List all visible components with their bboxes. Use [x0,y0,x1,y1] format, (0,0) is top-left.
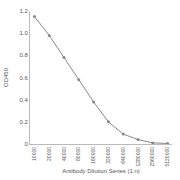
svg-text:0.2: 0.2 [19,119,28,125]
svg-text:0.8: 0.8 [19,52,28,58]
svg-text:Antibody Dilution Series (1:n): Antibody Dilution Series (1:n) [62,168,140,174]
svg-text:640000: 640000 [120,147,126,164]
svg-text:2560000: 2560000 [149,147,155,167]
svg-text:40000: 40000 [61,147,67,161]
svg-text:1.2: 1.2 [19,8,28,14]
svg-text:160000: 160000 [90,147,96,164]
svg-text:0: 0 [24,141,28,147]
svg-text:80000: 80000 [75,147,81,161]
svg-text:320000: 320000 [105,147,111,164]
svg-text:0.6: 0.6 [19,75,28,81]
svg-text:5120000: 5120000 [164,147,170,167]
svg-text:0.4: 0.4 [19,97,28,103]
svg-text:10000: 10000 [31,147,37,161]
svg-text:20000: 20000 [46,147,52,161]
svg-text:1.0: 1.0 [19,30,28,36]
svg-text:1280000: 1280000 [135,147,141,167]
svg-text:OD450: OD450 [3,67,9,87]
